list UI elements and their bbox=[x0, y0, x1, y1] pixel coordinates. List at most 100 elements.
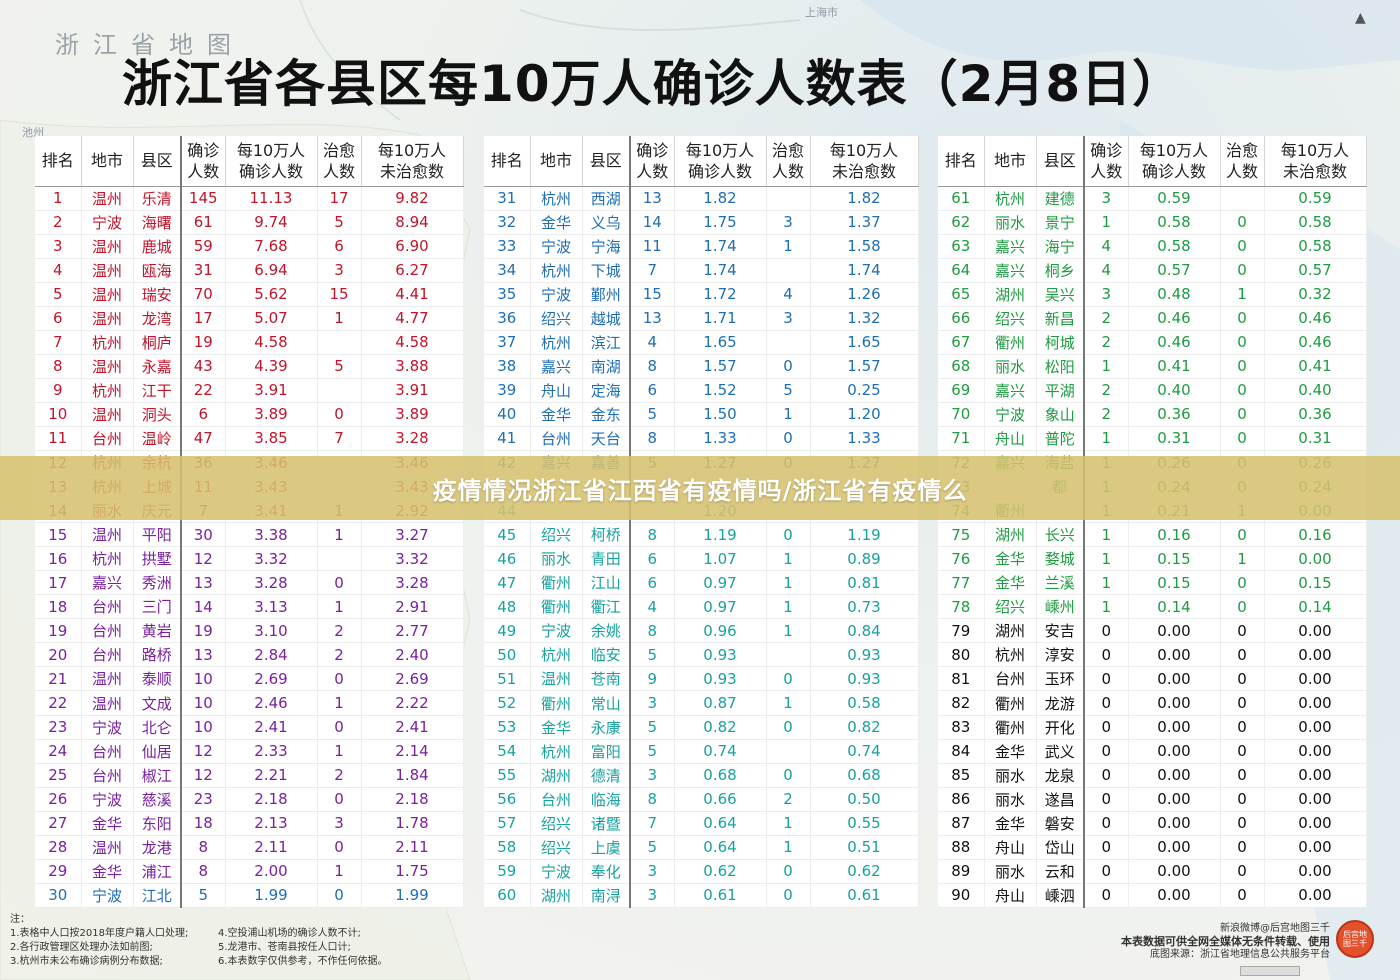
cell-rank: 24 bbox=[35, 739, 82, 764]
table-row: 50 杭州 临安 5 0.93 0.93 bbox=[484, 642, 919, 668]
cell-uncured: 3.28 bbox=[361, 570, 464, 596]
cell-per100k: 0.00 bbox=[1128, 787, 1221, 812]
cell-uncured: 0.59 bbox=[1264, 186, 1367, 211]
cell-rank: 83 bbox=[938, 715, 985, 740]
cell-per100k: 1.72 bbox=[674, 282, 767, 307]
cell-per100k: 2.46 bbox=[225, 690, 318, 716]
cell-uncured: 2.22 bbox=[361, 690, 464, 716]
cell-city: 嘉兴 bbox=[984, 234, 1037, 259]
table-row: 88 舟山 岱山 0 0.00 0 0.00 bbox=[938, 835, 1367, 860]
cell-cured: 1 bbox=[766, 594, 811, 620]
cell-city: 台州 bbox=[81, 594, 134, 620]
note-line: 2.各行政管理区处理办法如前图; bbox=[10, 942, 153, 953]
cell-cured: 1 bbox=[766, 234, 811, 259]
table-row: 56 台州 临海 8 0.66 2 0.50 bbox=[484, 787, 919, 812]
cell-rank: 56 bbox=[484, 787, 531, 812]
cell-confirmed: 3 bbox=[1084, 282, 1129, 307]
cell-per100k: 0.00 bbox=[1128, 883, 1221, 908]
header-city: 地市 bbox=[530, 136, 583, 187]
cell-per100k: 0.57 bbox=[1128, 258, 1221, 283]
cell-rank: 8 bbox=[35, 354, 82, 379]
cell-cured: 0 bbox=[1220, 787, 1265, 812]
cell-per100k: 3.91 bbox=[225, 378, 318, 403]
cell-county: 衢江 bbox=[582, 594, 631, 620]
cell-confirmed: 0 bbox=[1084, 739, 1129, 764]
cell-city: 丽水 bbox=[984, 787, 1037, 812]
cell-uncured: 0.00 bbox=[1264, 618, 1367, 644]
table-row: 45 绍兴 柯桥 8 1.19 0 1.19 bbox=[484, 522, 919, 548]
table-row: 70 宁波 象山 2 0.36 0 0.36 bbox=[938, 402, 1367, 427]
cell-per100k: 1.71 bbox=[674, 306, 767, 331]
cell-rank: 61 bbox=[938, 186, 985, 211]
cell-rank: 34 bbox=[484, 258, 531, 283]
cell-per100k: 0.41 bbox=[1128, 354, 1221, 379]
ranking-table-3: 排名 地市 县区 确诊 人数 每10万人 确诊人数 治愈 人数 每10万人 未治愈数 61 杭州 建德 3 0… bbox=[938, 136, 1367, 908]
cell-per100k: 1.75 bbox=[674, 210, 767, 235]
cell-confirmed: 30 bbox=[181, 522, 226, 548]
header-uncured: 每10万人 未治愈数 bbox=[810, 136, 919, 187]
cell-uncured: 0.00 bbox=[1264, 546, 1367, 572]
table-row: 47 衢州 江山 6 0.97 1 0.81 bbox=[484, 570, 919, 596]
table-row: 86 丽水 遂昌 0 0.00 0 0.00 bbox=[938, 787, 1367, 812]
cell-confirmed: 70 bbox=[181, 282, 226, 307]
cell-cured: 1 bbox=[1220, 546, 1265, 572]
cell-uncured: 3.91 bbox=[361, 378, 464, 403]
cell-per100k: 0.00 bbox=[1128, 739, 1221, 764]
cell-cured: 0 bbox=[1220, 258, 1265, 283]
cell-confirmed: 5 bbox=[630, 835, 675, 860]
cell-per100k: 1.82 bbox=[674, 186, 767, 211]
cell-county: 景宁 bbox=[1036, 210, 1085, 235]
cell-uncured: 0.46 bbox=[1264, 306, 1367, 331]
cell-rank: 67 bbox=[938, 330, 985, 355]
cell-confirmed: 7 bbox=[630, 258, 675, 283]
cell-confirmed: 0 bbox=[1084, 690, 1129, 716]
cell-city: 绍兴 bbox=[530, 835, 583, 860]
cell-per100k: 1.74 bbox=[674, 234, 767, 259]
cell-uncured: 0.61 bbox=[810, 883, 919, 908]
cell-per100k: 0.82 bbox=[674, 715, 767, 740]
cell-uncured: 3.28 bbox=[361, 426, 464, 452]
cell-confirmed: 19 bbox=[181, 618, 226, 644]
cell-rank: 31 bbox=[484, 186, 531, 211]
cell-county: 长兴 bbox=[1036, 522, 1085, 548]
cell-cured: 1 bbox=[1220, 282, 1265, 307]
cell-city: 温州 bbox=[81, 354, 134, 379]
header-rank: 排名 bbox=[35, 136, 82, 187]
table-row: 34 杭州 下城 7 1.74 1.74 bbox=[484, 258, 919, 283]
cell-cured: 0 bbox=[317, 835, 362, 860]
cell-uncured: 0.14 bbox=[1264, 594, 1367, 620]
cell-confirmed: 3 bbox=[630, 883, 675, 908]
cell-rank: 54 bbox=[484, 739, 531, 764]
cell-per100k: 3.32 bbox=[225, 546, 318, 572]
cell-uncured: 0.36 bbox=[1264, 402, 1367, 427]
cell-rank: 55 bbox=[484, 763, 531, 788]
cell-rank: 58 bbox=[484, 835, 531, 860]
cell-rank: 78 bbox=[938, 594, 985, 620]
cell-uncured: 1.99 bbox=[361, 883, 464, 908]
table-row: 80 杭州 淳安 0 0.00 0 0.00 bbox=[938, 642, 1367, 668]
cell-cured: 0 bbox=[1220, 618, 1265, 644]
cell-confirmed: 0 bbox=[1084, 715, 1129, 740]
cell-confirmed: 3 bbox=[630, 859, 675, 884]
cell-per100k: 2.13 bbox=[225, 811, 318, 836]
cell-per100k: 0.15 bbox=[1128, 546, 1221, 572]
table-row: 57 绍兴 诸暨 7 0.64 1 0.55 bbox=[484, 811, 919, 836]
cell-uncured: 0.00 bbox=[1264, 642, 1367, 668]
table-row: 58 绍兴 上虞 5 0.64 1 0.51 bbox=[484, 835, 919, 860]
cell-county: 富阳 bbox=[582, 739, 631, 764]
cell-cured: 0 bbox=[1220, 715, 1265, 740]
table-row: 81 台州 玉环 0 0.00 0 0.00 bbox=[938, 666, 1367, 692]
table-row: 83 衢州 开化 0 0.00 0 0.00 bbox=[938, 715, 1367, 740]
cell-rank: 66 bbox=[938, 306, 985, 331]
cell-uncured: 1.78 bbox=[361, 811, 464, 836]
cell-city: 舟山 bbox=[984, 835, 1037, 860]
cell-cured: 1 bbox=[766, 811, 811, 836]
cell-city: 舟山 bbox=[984, 883, 1037, 908]
cell-cured: 0 bbox=[766, 763, 811, 788]
cell-per100k: 0.96 bbox=[674, 618, 767, 644]
cell-city: 湖州 bbox=[530, 763, 583, 788]
cell-county: 慈溪 bbox=[133, 787, 182, 812]
cell-uncured: 0.00 bbox=[1264, 835, 1367, 860]
cell-cured: 5 bbox=[317, 354, 362, 379]
table-row: 76 金华 婺城 1 0.15 1 0.00 bbox=[938, 546, 1367, 572]
